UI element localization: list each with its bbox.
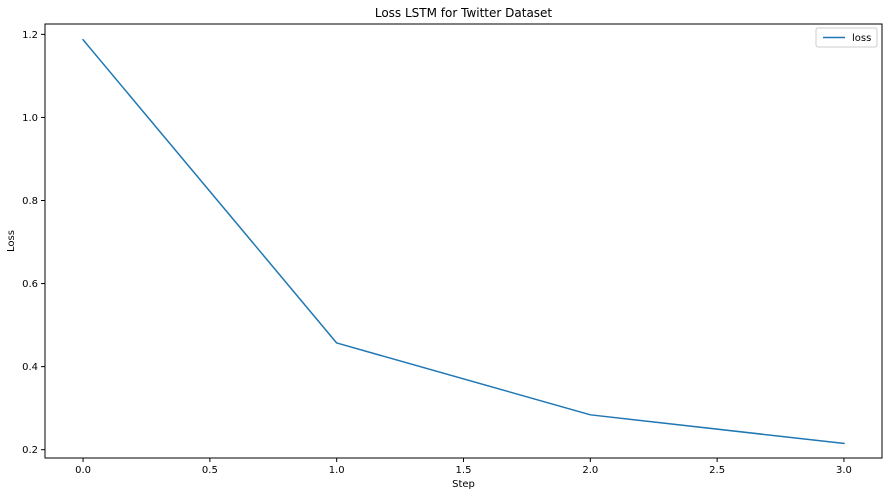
y-tick-label: 0.8 bbox=[22, 196, 38, 207]
x-tick-label: 1.0 bbox=[329, 465, 345, 476]
series-line-loss bbox=[83, 40, 844, 444]
y-tick-label: 0.6 bbox=[22, 279, 38, 290]
chart-title: Loss LSTM for Twitter Dataset bbox=[375, 6, 553, 20]
y-axis: 0.2 0.4 0.6 0.8 1.0 1.2 bbox=[22, 30, 45, 456]
y-tick-label: 0.2 bbox=[22, 445, 38, 456]
y-axis-label: Loss bbox=[6, 230, 17, 252]
x-tick-label: 0.5 bbox=[202, 465, 218, 476]
y-tick-label: 0.4 bbox=[22, 362, 38, 373]
x-axis-label: Step bbox=[452, 479, 475, 490]
x-tick-label: 1.5 bbox=[456, 465, 472, 476]
x-axis: 0.0 0.5 1.0 1.5 2.0 2.5 3.0 bbox=[75, 458, 852, 476]
x-tick-label: 2.0 bbox=[582, 465, 598, 476]
x-tick-label: 0.0 bbox=[75, 465, 91, 476]
plot-area-frame bbox=[45, 24, 882, 458]
x-tick-label: 3.0 bbox=[836, 465, 852, 476]
series-layer bbox=[83, 40, 844, 444]
x-tick-label: 2.5 bbox=[709, 465, 725, 476]
legend: loss bbox=[816, 28, 877, 47]
legend-label-loss: loss bbox=[852, 33, 871, 44]
y-tick-label: 1.2 bbox=[22, 30, 38, 41]
y-tick-label: 1.0 bbox=[22, 113, 38, 124]
